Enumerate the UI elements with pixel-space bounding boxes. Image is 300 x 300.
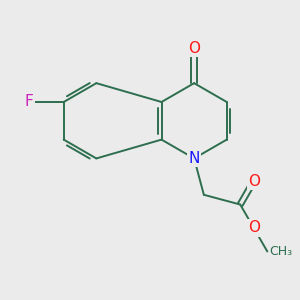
- Text: F: F: [25, 94, 34, 110]
- Text: O: O: [248, 220, 260, 236]
- Text: N: N: [188, 151, 200, 166]
- Text: O: O: [188, 41, 200, 56]
- Text: CH₃: CH₃: [269, 245, 292, 258]
- Text: O: O: [248, 174, 260, 189]
